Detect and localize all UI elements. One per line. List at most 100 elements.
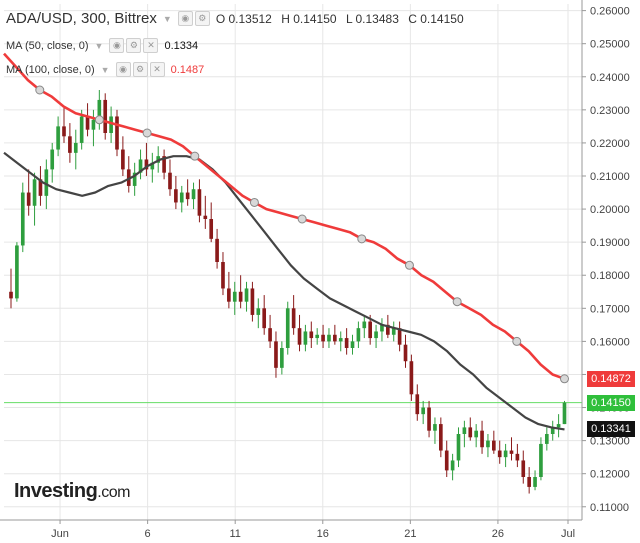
y-tick-label: 0.23000 — [590, 105, 630, 117]
candle-body — [26, 192, 31, 206]
candle-body — [403, 344, 408, 362]
ma50-value: 0.1334 — [164, 39, 199, 52]
close-icon[interactable]: ✕ — [149, 62, 165, 77]
candle-body — [439, 424, 443, 451]
candle-body — [450, 460, 455, 471]
x-tick-label: Jul — [561, 528, 575, 540]
eye-icon[interactable]: ◉ — [177, 11, 193, 26]
candle-body — [268, 328, 272, 342]
ma100-marker — [142, 128, 152, 138]
axes: 0.110000.120000.130000.140000.150000.160… — [0, 0, 630, 540]
candle-body — [56, 126, 60, 150]
eye-icon[interactable]: ◉ — [115, 62, 131, 77]
candle-body — [91, 119, 96, 130]
x-tick-label: 16 — [317, 528, 329, 540]
ma100-value: 0.1487 — [170, 63, 205, 76]
ma100-price-tag: 0.14872 — [587, 370, 635, 387]
ma100-marker — [357, 234, 367, 244]
ma50-price-tag: 0.13341 — [587, 421, 635, 438]
caret-down-icon[interactable]: ▼ — [94, 40, 104, 51]
candle-body — [486, 440, 490, 448]
caret-down-icon[interactable]: ▼ — [100, 64, 110, 75]
candle-body — [168, 172, 172, 190]
candle-body — [391, 328, 396, 335]
ma100-marker — [512, 336, 522, 346]
candle-body — [380, 324, 384, 332]
high-value: H 0.14150 — [281, 11, 337, 26]
x-tick-label: 6 — [145, 528, 151, 540]
candle-body — [97, 99, 102, 120]
ohlc-values: O 0.13512 H 0.14150 L 0.13483 C 0.14150 — [216, 12, 470, 26]
candle-body — [115, 116, 119, 150]
eye-icon[interactable]: ◉ — [109, 38, 125, 53]
candle-body — [138, 159, 143, 173]
candle-body — [309, 331, 314, 339]
candle-body — [121, 149, 125, 170]
candle-body — [327, 334, 331, 342]
candle-body — [244, 288, 249, 302]
candle-body — [132, 172, 137, 186]
candle-body — [521, 460, 526, 477]
candle-body — [20, 192, 25, 246]
candle-body — [32, 179, 37, 206]
investing-logo: Investing.com — [14, 480, 130, 503]
symbol-controls: ◉ ⚙ — [177, 11, 210, 26]
logo-suffix: .com — [97, 484, 130, 501]
legend-symbol-row: ADA/USD, 300, Bittrex ▼ ◉ ⚙ O 0.13512 H … — [6, 10, 470, 27]
caret-down-icon[interactable]: ▼ — [162, 13, 172, 24]
candle-body — [285, 308, 290, 348]
candle-body — [44, 169, 49, 196]
candle-body — [350, 341, 355, 348]
close-icon[interactable]: ✕ — [143, 38, 159, 53]
ma50-controls: ◉ ⚙ ✕ — [109, 38, 159, 53]
candle-body — [397, 328, 402, 345]
ma100-controls: ◉ ⚙ ✕ — [115, 62, 165, 77]
y-tick-label: 0.19000 — [590, 237, 630, 249]
ma100-marker — [94, 115, 104, 125]
candle-body — [338, 338, 343, 342]
candle-body — [497, 450, 502, 458]
ma50-line — [3, 151, 565, 431]
legend-ma100-row: MA (100, close, 0) ▼ ◉ ⚙ ✕ 0.1487 — [6, 62, 204, 77]
y-tick-label: 0.13000 — [590, 436, 630, 448]
x-tick-label: Jun — [51, 528, 69, 540]
y-tick-label: 0.12000 — [590, 469, 630, 481]
candle-body — [509, 450, 514, 454]
gear-icon[interactable]: ⚙ — [194, 11, 210, 26]
candle-body — [539, 443, 543, 477]
y-tick-label: 0.11000 — [590, 502, 629, 514]
candle-body — [162, 156, 166, 173]
y-tick-label: 0.16000 — [590, 336, 630, 348]
ma50-path — [3, 151, 565, 431]
candle-body — [238, 291, 243, 302]
gear-icon[interactable]: ⚙ — [132, 62, 148, 77]
close-value: C 0.14150 — [408, 11, 464, 26]
gear-icon[interactable]: ⚙ — [126, 38, 142, 53]
candle-body — [9, 291, 13, 299]
candle-body — [456, 434, 461, 461]
ma100-line — [3, 52, 569, 384]
candle-body — [221, 262, 225, 289]
candle-body — [174, 189, 178, 203]
candle-body — [232, 291, 237, 302]
candle-body — [427, 407, 431, 431]
candle-body — [474, 430, 478, 438]
candle-body — [544, 434, 549, 444]
candle-body — [303, 331, 308, 345]
ma100-path — [3, 52, 565, 381]
candle-body — [515, 453, 520, 461]
candle-body — [185, 192, 190, 200]
candle-body — [103, 99, 108, 133]
candle-body — [315, 334, 320, 339]
logo-brand: Investing — [14, 480, 98, 502]
ma100-marker — [404, 260, 414, 270]
ma50-label: MA (50, close, 0) — [6, 39, 89, 52]
candle-body — [386, 324, 390, 335]
y-tick-label: 0.20000 — [590, 204, 630, 216]
candle-body — [333, 334, 337, 342]
candle-body — [280, 348, 284, 368]
x-tick-label: 11 — [229, 528, 240, 540]
candle-body — [150, 162, 155, 170]
x-tick-label: 26 — [492, 528, 504, 540]
y-tick-label: 0.24000 — [590, 72, 630, 84]
